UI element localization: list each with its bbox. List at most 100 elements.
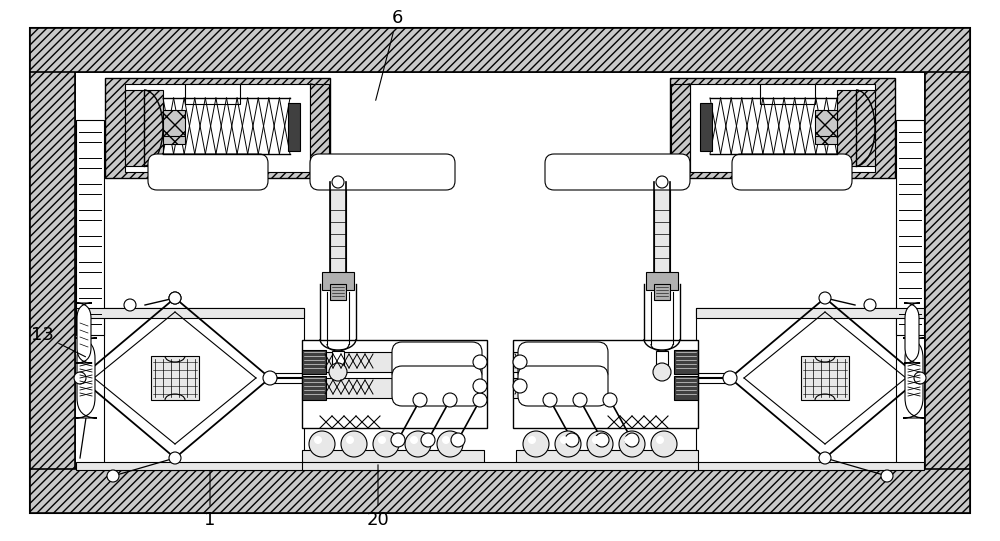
Bar — [163, 136, 185, 144]
Bar — [332, 351, 344, 365]
Bar — [302, 464, 484, 470]
Bar — [656, 351, 668, 365]
Circle shape — [624, 436, 632, 444]
Bar — [516, 464, 698, 470]
Bar — [513, 352, 583, 372]
Bar — [76, 462, 304, 470]
Circle shape — [543, 393, 557, 407]
Bar — [125, 84, 310, 172]
Bar — [302, 450, 484, 464]
Circle shape — [373, 431, 399, 457]
Circle shape — [263, 371, 277, 385]
Circle shape — [169, 292, 181, 304]
Circle shape — [332, 176, 344, 188]
FancyBboxPatch shape — [518, 342, 608, 382]
FancyBboxPatch shape — [732, 154, 852, 190]
Bar — [654, 182, 670, 282]
FancyBboxPatch shape — [148, 154, 268, 190]
FancyBboxPatch shape — [392, 342, 482, 382]
Circle shape — [724, 372, 736, 384]
Bar — [815, 136, 837, 144]
Circle shape — [565, 433, 579, 447]
Circle shape — [656, 436, 664, 444]
Circle shape — [587, 431, 613, 457]
FancyBboxPatch shape — [392, 366, 482, 406]
Bar — [330, 182, 346, 282]
FancyBboxPatch shape — [75, 338, 97, 418]
Bar — [163, 110, 185, 140]
Circle shape — [819, 292, 831, 304]
Bar — [674, 376, 698, 400]
Circle shape — [442, 436, 450, 444]
Circle shape — [723, 371, 737, 385]
Bar — [125, 90, 163, 166]
Bar — [288, 103, 300, 151]
Circle shape — [651, 431, 677, 457]
Bar — [310, 84, 329, 172]
Circle shape — [914, 372, 926, 384]
Circle shape — [573, 393, 587, 407]
Circle shape — [107, 470, 119, 482]
Circle shape — [451, 433, 465, 447]
Circle shape — [523, 431, 549, 457]
Circle shape — [555, 431, 581, 457]
Bar — [674, 350, 698, 374]
Bar — [696, 308, 924, 318]
Bar — [104, 308, 304, 470]
Bar — [302, 350, 326, 374]
Circle shape — [378, 436, 386, 444]
Bar — [322, 272, 354, 290]
Bar — [322, 352, 392, 372]
Circle shape — [405, 431, 431, 457]
Bar — [30, 28, 75, 513]
Bar — [925, 28, 970, 513]
Text: 13: 13 — [31, 326, 86, 357]
Circle shape — [391, 433, 405, 447]
Bar — [671, 84, 690, 172]
Bar — [185, 84, 240, 104]
Circle shape — [169, 292, 181, 304]
Circle shape — [864, 299, 876, 311]
Circle shape — [413, 393, 427, 407]
Circle shape — [592, 436, 600, 444]
Bar — [330, 284, 346, 300]
Bar — [646, 272, 678, 290]
Bar — [760, 84, 815, 104]
Bar — [513, 378, 583, 398]
FancyBboxPatch shape — [76, 303, 92, 363]
Circle shape — [309, 431, 335, 457]
Bar — [516, 450, 698, 464]
Circle shape — [595, 433, 609, 447]
Circle shape — [881, 470, 893, 482]
Bar — [700, 103, 712, 151]
FancyBboxPatch shape — [545, 154, 690, 190]
Bar — [322, 378, 392, 398]
FancyBboxPatch shape — [310, 154, 455, 190]
Circle shape — [410, 436, 418, 444]
Circle shape — [513, 379, 527, 393]
Circle shape — [653, 363, 671, 381]
FancyBboxPatch shape — [518, 366, 608, 406]
Circle shape — [329, 363, 347, 381]
FancyBboxPatch shape — [903, 338, 925, 418]
Bar — [696, 308, 896, 470]
Bar — [302, 462, 698, 470]
Bar — [837, 90, 875, 166]
Bar — [151, 356, 199, 400]
Circle shape — [473, 355, 487, 369]
Circle shape — [473, 379, 487, 393]
Text: 6: 6 — [376, 9, 403, 100]
Bar — [670, 78, 895, 178]
Circle shape — [437, 431, 463, 457]
Circle shape — [314, 436, 322, 444]
Circle shape — [560, 436, 568, 444]
Bar — [30, 28, 970, 513]
Bar — [513, 340, 698, 428]
Bar — [302, 340, 487, 428]
Circle shape — [625, 433, 639, 447]
FancyBboxPatch shape — [904, 303, 920, 363]
Circle shape — [341, 431, 367, 457]
Bar — [896, 120, 924, 335]
Circle shape — [74, 372, 86, 384]
Bar — [302, 376, 326, 400]
